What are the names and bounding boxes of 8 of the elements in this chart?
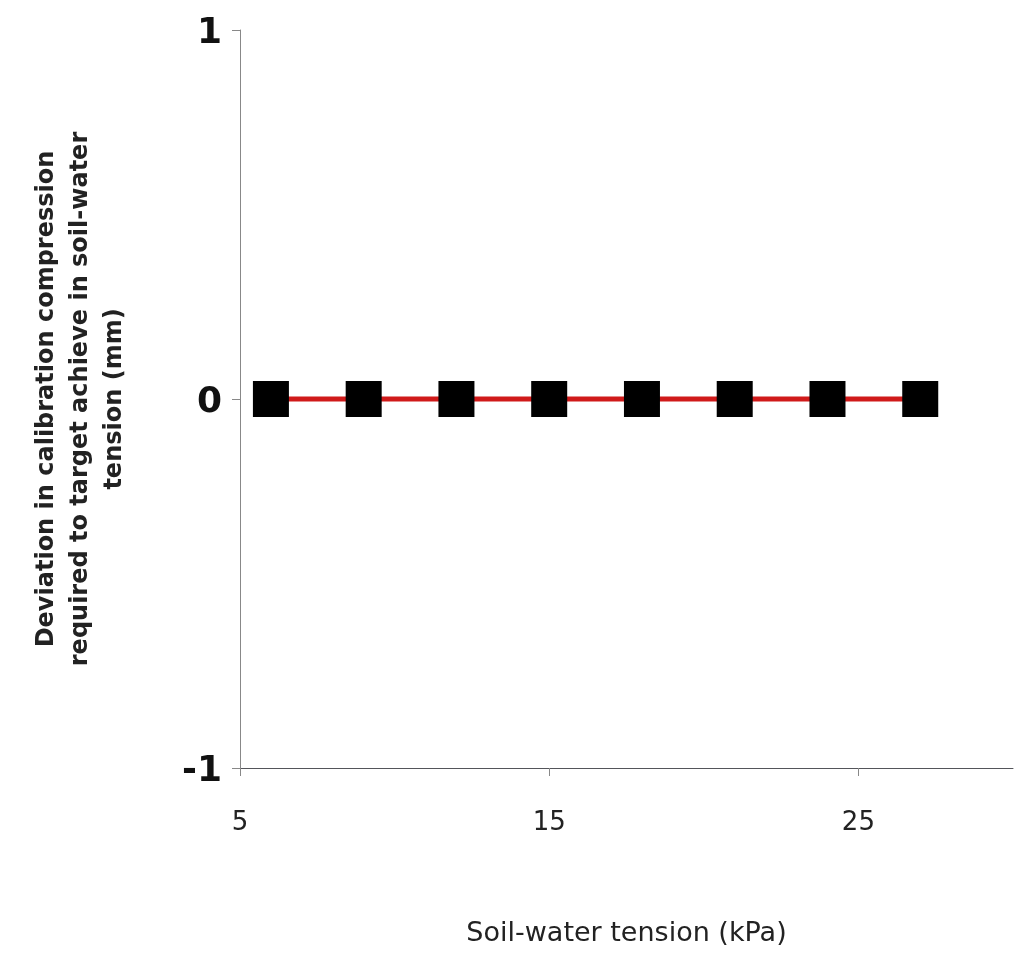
- x-axis-title: Soil-water tension (kPa): [466, 916, 787, 947]
- x-tick-label: 25: [841, 806, 875, 836]
- y-tick-label: 0: [196, 378, 222, 420]
- y-axis-title: Deviation in calibration compression required to target achieve in soil-water tension (mm): [31, 131, 127, 667]
- y-tick-label: -1: [182, 747, 222, 789]
- y-tick-label: 1: [196, 9, 222, 51]
- x-tick-label: 15: [532, 806, 566, 836]
- x-tick-label: 5: [231, 806, 249, 836]
